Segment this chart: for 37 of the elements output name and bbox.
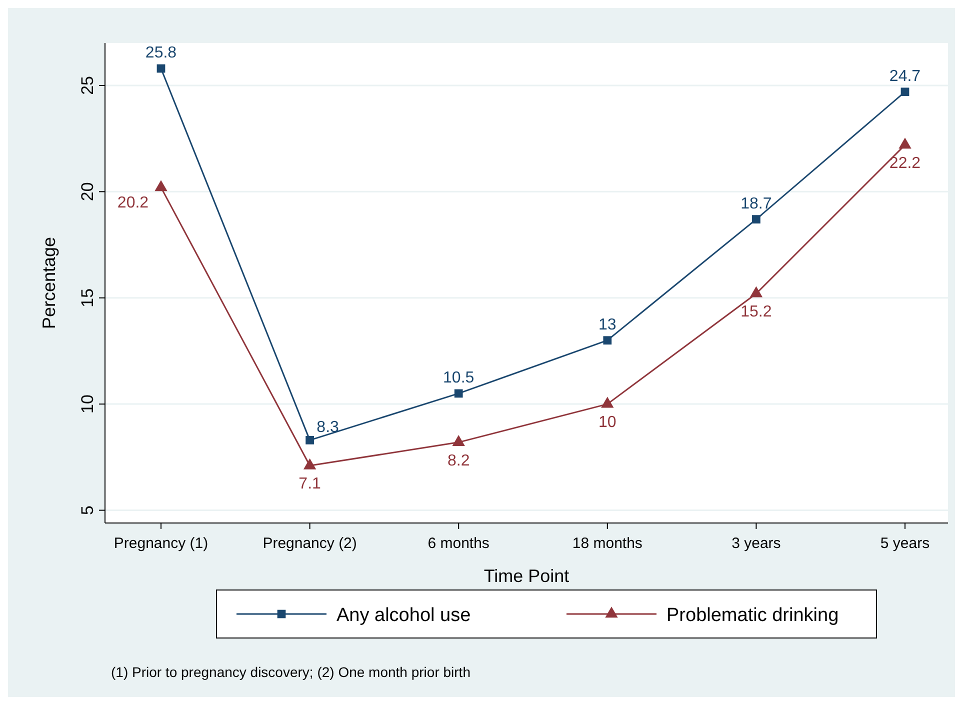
y-tick-label: 25 [78, 76, 97, 95]
data-label: 18.7 [740, 195, 772, 212]
point [898, 138, 912, 149]
point [601, 396, 614, 408]
legend-label: Problematic drinking [666, 605, 839, 626]
data-label: 22.2 [889, 154, 921, 172]
y-tick-label: 5 [78, 506, 97, 515]
x-tick-label: 5 years [880, 535, 930, 552]
data-label: 10.5 [443, 369, 474, 386]
x-tick-label: Pregnancy (2) [262, 535, 357, 552]
data-label: 25.8 [145, 44, 177, 62]
y-tick-label: 15 [78, 288, 97, 308]
text: (1) Prior to pregnancy discovery; (2) One month prior birth [111, 664, 470, 680]
legend-label: Any alcohol use [336, 605, 471, 626]
point [156, 64, 166, 73]
point [154, 180, 168, 192]
point [752, 215, 760, 224]
point [303, 458, 316, 470]
x-tick-label: 3 years [732, 535, 781, 552]
data-label: 8.2 [447, 452, 470, 470]
point [900, 88, 910, 96]
y-axis-title: Percentage [39, 236, 59, 330]
x-tick-label: Pregnancy (1) [114, 535, 208, 552]
y-tick-label: 20 [78, 182, 97, 202]
x-tick-label: 6 months [428, 535, 490, 552]
data-label: 8.3 [316, 419, 340, 436]
data-label: 13 [598, 316, 616, 334]
x-axis-title: Time Point [484, 566, 570, 586]
point [750, 286, 763, 298]
data-label: 20.2 [117, 194, 149, 212]
data-label: 7.1 [298, 476, 322, 493]
data-label: 10 [598, 414, 616, 432]
x-tick-label: 18 months [572, 535, 642, 552]
point [452, 434, 465, 446]
data-label: 15.2 [740, 304, 772, 321]
data-label: 24.7 [889, 68, 921, 85]
y-tick-label: 10 [78, 394, 97, 414]
